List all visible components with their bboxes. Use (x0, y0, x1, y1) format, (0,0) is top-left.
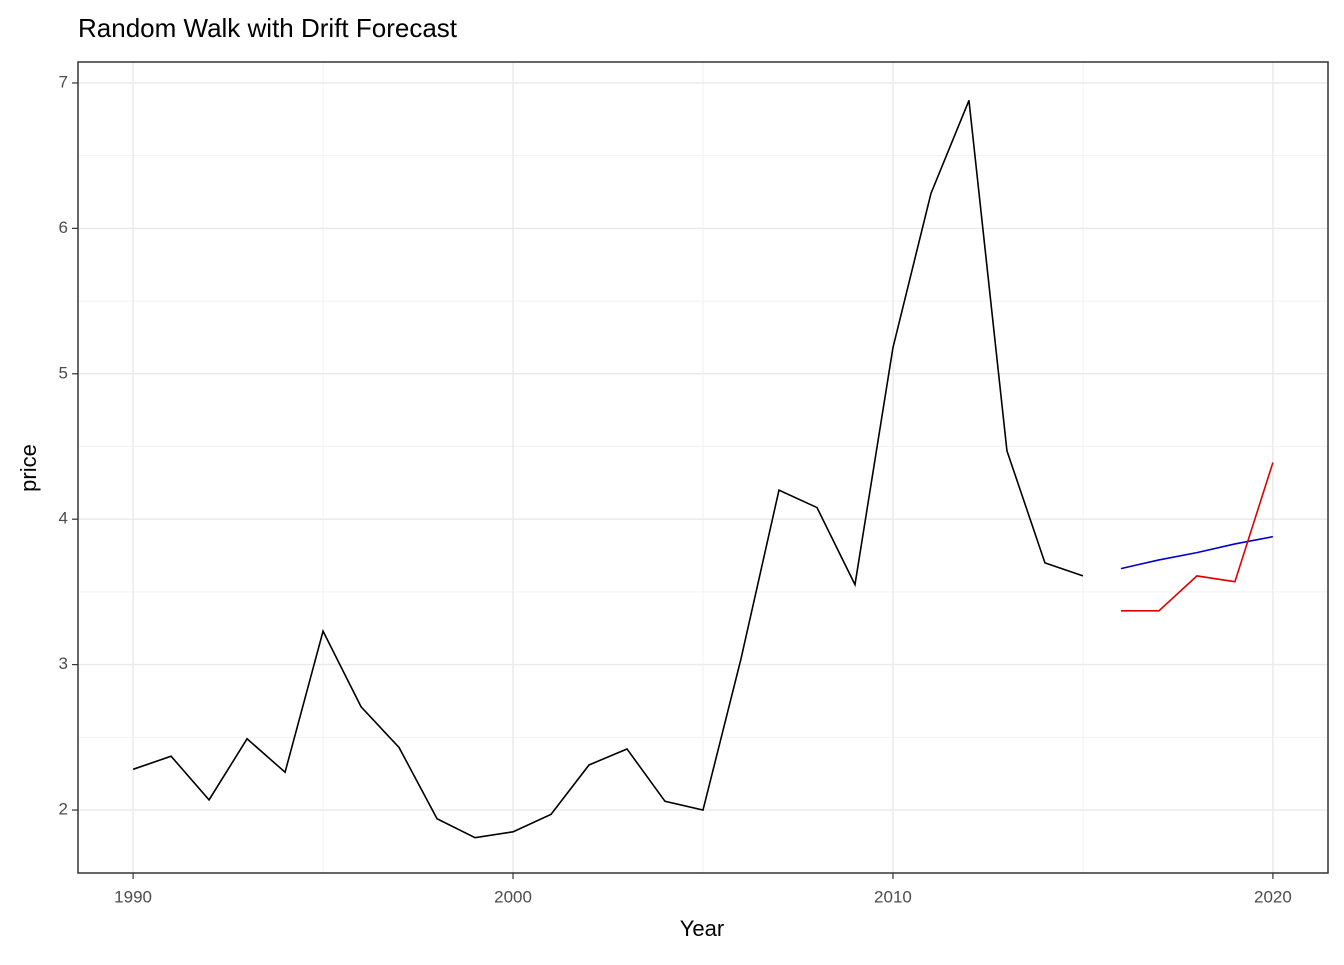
y-tick-label: 4 (59, 509, 68, 528)
y-axis-label: price (16, 444, 41, 492)
x-tick-label: 2020 (1254, 887, 1292, 906)
y-tick-label: 7 (59, 72, 68, 91)
x-tick-label: 2000 (494, 887, 532, 906)
x-tick-label: 2010 (874, 887, 912, 906)
series-line (1120, 535, 1274, 570)
y-tick-label: 6 (59, 218, 68, 237)
chart-title: Random Walk with Drift Forecast (78, 13, 458, 43)
y-tick-label: 5 (59, 363, 68, 382)
x-axis-label: Year (680, 916, 724, 941)
x-tick-label: 1990 (114, 887, 152, 906)
panel-border (77, 61, 1329, 874)
series-line (1120, 462, 1274, 612)
y-tick-label: 3 (59, 654, 68, 673)
series-line (132, 100, 1084, 839)
y-tick-label: 2 (59, 800, 68, 819)
